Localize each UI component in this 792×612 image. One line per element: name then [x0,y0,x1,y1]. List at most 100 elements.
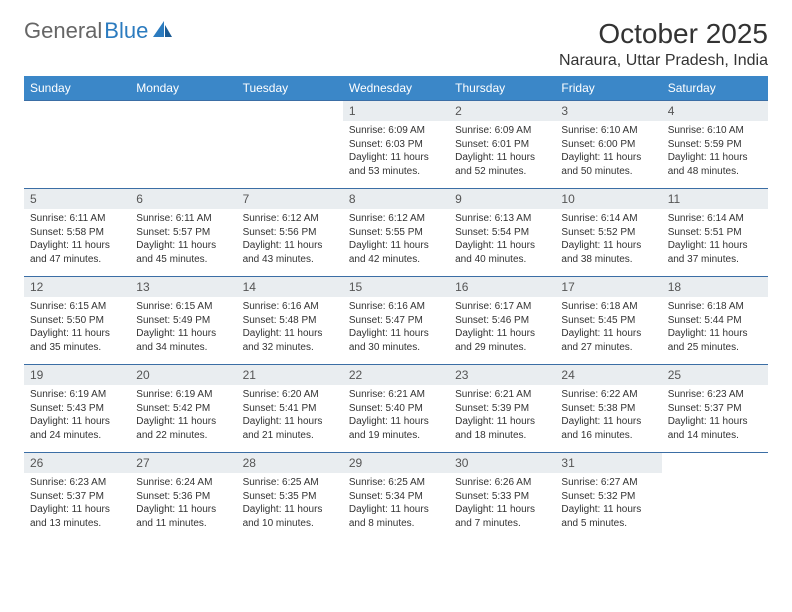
day-details: Sunrise: 6:21 AMSunset: 5:40 PMDaylight:… [343,385,449,446]
day-number: 19 [24,365,130,385]
month-title: October 2025 [559,18,768,50]
daylight-text: Daylight: 11 hours and 22 minutes. [136,415,230,442]
sunset-text: Sunset: 5:51 PM [668,226,762,240]
day-number: 27 [130,453,236,473]
calendar-day-cell: 24Sunrise: 6:22 AMSunset: 5:38 PMDayligh… [555,365,661,453]
day-details: Sunrise: 6:12 AMSunset: 5:56 PMDaylight:… [237,209,343,270]
sunset-text: Sunset: 6:03 PM [349,138,443,152]
sunrise-text: Sunrise: 6:11 AM [30,212,124,226]
calendar-day-cell: 4Sunrise: 6:10 AMSunset: 5:59 PMDaylight… [662,101,768,189]
day-details: Sunrise: 6:14 AMSunset: 5:51 PMDaylight:… [662,209,768,270]
calendar-week-row: 26Sunrise: 6:23 AMSunset: 5:37 PMDayligh… [24,453,768,541]
sunset-text: Sunset: 5:40 PM [349,402,443,416]
header: General Blue October 2025 Naraura, Uttar… [24,18,768,70]
calendar-day-cell: 30Sunrise: 6:26 AMSunset: 5:33 PMDayligh… [449,453,555,541]
day-number: 24 [555,365,661,385]
sunrise-text: Sunrise: 6:17 AM [455,300,549,314]
sunset-text: Sunset: 5:54 PM [455,226,549,240]
day-details: Sunrise: 6:21 AMSunset: 5:39 PMDaylight:… [449,385,555,446]
sunset-text: Sunset: 5:38 PM [561,402,655,416]
sunrise-text: Sunrise: 6:19 AM [136,388,230,402]
calendar-day-cell: 22Sunrise: 6:21 AMSunset: 5:40 PMDayligh… [343,365,449,453]
calendar-week-row: 12Sunrise: 6:15 AMSunset: 5:50 PMDayligh… [24,277,768,365]
calendar-day-cell: 2Sunrise: 6:09 AMSunset: 6:01 PMDaylight… [449,101,555,189]
day-details: Sunrise: 6:15 AMSunset: 5:50 PMDaylight:… [24,297,130,358]
daylight-text: Daylight: 11 hours and 50 minutes. [561,151,655,178]
sunrise-text: Sunrise: 6:27 AM [561,476,655,490]
calendar-day-cell [237,101,343,189]
day-details: Sunrise: 6:25 AMSunset: 5:35 PMDaylight:… [237,473,343,534]
day-number: 26 [24,453,130,473]
daylight-text: Daylight: 11 hours and 19 minutes. [349,415,443,442]
daylight-text: Daylight: 11 hours and 37 minutes. [668,239,762,266]
day-details: Sunrise: 6:26 AMSunset: 5:33 PMDaylight:… [449,473,555,534]
sunrise-text: Sunrise: 6:16 AM [349,300,443,314]
calendar-week-row: 19Sunrise: 6:19 AMSunset: 5:43 PMDayligh… [24,365,768,453]
calendar-table: SundayMondayTuesdayWednesdayThursdayFrid… [24,76,768,541]
day-details: Sunrise: 6:18 AMSunset: 5:44 PMDaylight:… [662,297,768,358]
day-number: 31 [555,453,661,473]
calendar-day-cell [130,101,236,189]
day-details: Sunrise: 6:16 AMSunset: 5:48 PMDaylight:… [237,297,343,358]
sunrise-text: Sunrise: 6:23 AM [30,476,124,490]
sunset-text: Sunset: 5:46 PM [455,314,549,328]
sunset-text: Sunset: 5:56 PM [243,226,337,240]
day-details: Sunrise: 6:12 AMSunset: 5:55 PMDaylight:… [343,209,449,270]
weekday-header: Sunday [24,76,130,101]
calendar-week-row: 1Sunrise: 6:09 AMSunset: 6:03 PMDaylight… [24,101,768,189]
calendar-day-cell: 18Sunrise: 6:18 AMSunset: 5:44 PMDayligh… [662,277,768,365]
daylight-text: Daylight: 11 hours and 34 minutes. [136,327,230,354]
calendar-day-cell: 8Sunrise: 6:12 AMSunset: 5:55 PMDaylight… [343,189,449,277]
sunset-text: Sunset: 5:55 PM [349,226,443,240]
calendar-day-cell: 28Sunrise: 6:25 AMSunset: 5:35 PMDayligh… [237,453,343,541]
sunset-text: Sunset: 5:48 PM [243,314,337,328]
day-number: 21 [237,365,343,385]
daylight-text: Daylight: 11 hours and 16 minutes. [561,415,655,442]
day-number: 22 [343,365,449,385]
calendar-day-cell: 14Sunrise: 6:16 AMSunset: 5:48 PMDayligh… [237,277,343,365]
logo: General Blue [24,18,174,44]
day-details: Sunrise: 6:16 AMSunset: 5:47 PMDaylight:… [343,297,449,358]
sunset-text: Sunset: 5:58 PM [30,226,124,240]
calendar-day-cell: 23Sunrise: 6:21 AMSunset: 5:39 PMDayligh… [449,365,555,453]
sunset-text: Sunset: 5:57 PM [136,226,230,240]
day-details: Sunrise: 6:25 AMSunset: 5:34 PMDaylight:… [343,473,449,534]
day-number [130,101,236,107]
sunrise-text: Sunrise: 6:10 AM [668,124,762,138]
day-number: 12 [24,277,130,297]
day-number: 30 [449,453,555,473]
calendar-day-cell: 21Sunrise: 6:20 AMSunset: 5:41 PMDayligh… [237,365,343,453]
sunrise-text: Sunrise: 6:14 AM [561,212,655,226]
day-details: Sunrise: 6:19 AMSunset: 5:42 PMDaylight:… [130,385,236,446]
day-number: 6 [130,189,236,209]
sunset-text: Sunset: 5:36 PM [136,490,230,504]
sunrise-text: Sunrise: 6:16 AM [243,300,337,314]
calendar-day-cell: 27Sunrise: 6:24 AMSunset: 5:36 PMDayligh… [130,453,236,541]
daylight-text: Daylight: 11 hours and 45 minutes. [136,239,230,266]
sunset-text: Sunset: 5:50 PM [30,314,124,328]
daylight-text: Daylight: 11 hours and 5 minutes. [561,503,655,530]
daylight-text: Daylight: 11 hours and 27 minutes. [561,327,655,354]
calendar-day-cell: 25Sunrise: 6:23 AMSunset: 5:37 PMDayligh… [662,365,768,453]
daylight-text: Daylight: 11 hours and 21 minutes. [243,415,337,442]
daylight-text: Daylight: 11 hours and 25 minutes. [668,327,762,354]
day-number: 28 [237,453,343,473]
day-details: Sunrise: 6:09 AMSunset: 6:01 PMDaylight:… [449,121,555,182]
daylight-text: Daylight: 11 hours and 43 minutes. [243,239,337,266]
weekday-header: Thursday [449,76,555,101]
calendar-day-cell: 9Sunrise: 6:13 AMSunset: 5:54 PMDaylight… [449,189,555,277]
calendar-day-cell: 16Sunrise: 6:17 AMSunset: 5:46 PMDayligh… [449,277,555,365]
daylight-text: Daylight: 11 hours and 48 minutes. [668,151,762,178]
sunset-text: Sunset: 5:37 PM [30,490,124,504]
day-number: 1 [343,101,449,121]
daylight-text: Daylight: 11 hours and 42 minutes. [349,239,443,266]
day-number: 8 [343,189,449,209]
day-details: Sunrise: 6:23 AMSunset: 5:37 PMDaylight:… [24,473,130,534]
calendar-day-cell: 15Sunrise: 6:16 AMSunset: 5:47 PMDayligh… [343,277,449,365]
sunrise-text: Sunrise: 6:09 AM [455,124,549,138]
day-details: Sunrise: 6:11 AMSunset: 5:57 PMDaylight:… [130,209,236,270]
day-number: 2 [449,101,555,121]
calendar-day-cell: 12Sunrise: 6:15 AMSunset: 5:50 PMDayligh… [24,277,130,365]
sunrise-text: Sunrise: 6:09 AM [349,124,443,138]
daylight-text: Daylight: 11 hours and 35 minutes. [30,327,124,354]
